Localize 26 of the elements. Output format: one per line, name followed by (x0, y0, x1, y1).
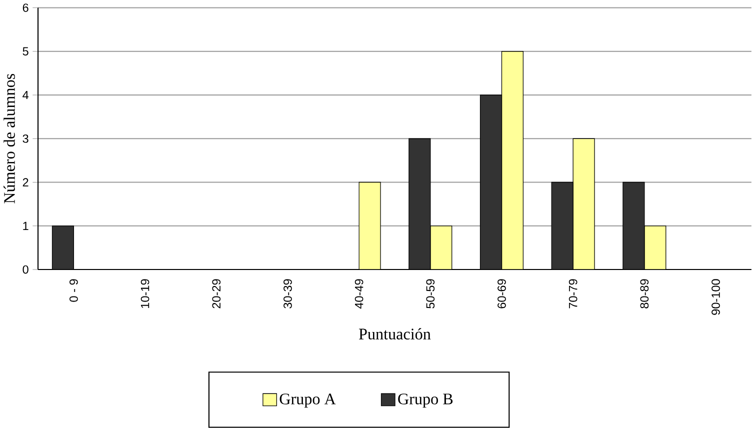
x-tick-label: 30-39 (284, 279, 292, 308)
x-tick-label: 60-69 (498, 279, 506, 308)
y-tick-label: 2 (22, 178, 28, 186)
y-tick-label: 5 (22, 47, 28, 56)
x-tick-label: 70-79 (568, 279, 578, 308)
bar (551, 182, 574, 270)
legend-label: Grupo A (280, 394, 336, 408)
y-tick-label: 4 (22, 91, 29, 100)
x-tick-label: 40-49 (354, 279, 364, 309)
y-tick-label: 1 (23, 222, 28, 230)
x-axis-title: Puntuación (358, 328, 431, 340)
y-tick-label: 3 (22, 134, 28, 143)
x-tick-label: 90-100 (712, 279, 720, 315)
y-axis-title: Número de alumnos (4, 74, 15, 204)
x-tick-label: 20-29 (212, 279, 221, 308)
legend-label: Grupo B (398, 394, 453, 408)
bar (622, 182, 645, 270)
y-tick-label: 0 (22, 265, 28, 274)
x-tick-label: 10-19 (140, 279, 150, 308)
y-tick-label: 6 (22, 4, 28, 12)
x-tick-label: 0 - 9 (70, 279, 78, 302)
bar (480, 94, 502, 270)
x-tick-label: 50-59 (426, 279, 435, 308)
bar (408, 138, 431, 270)
bar (52, 226, 74, 270)
x-tick-label: 80-89 (640, 279, 649, 308)
